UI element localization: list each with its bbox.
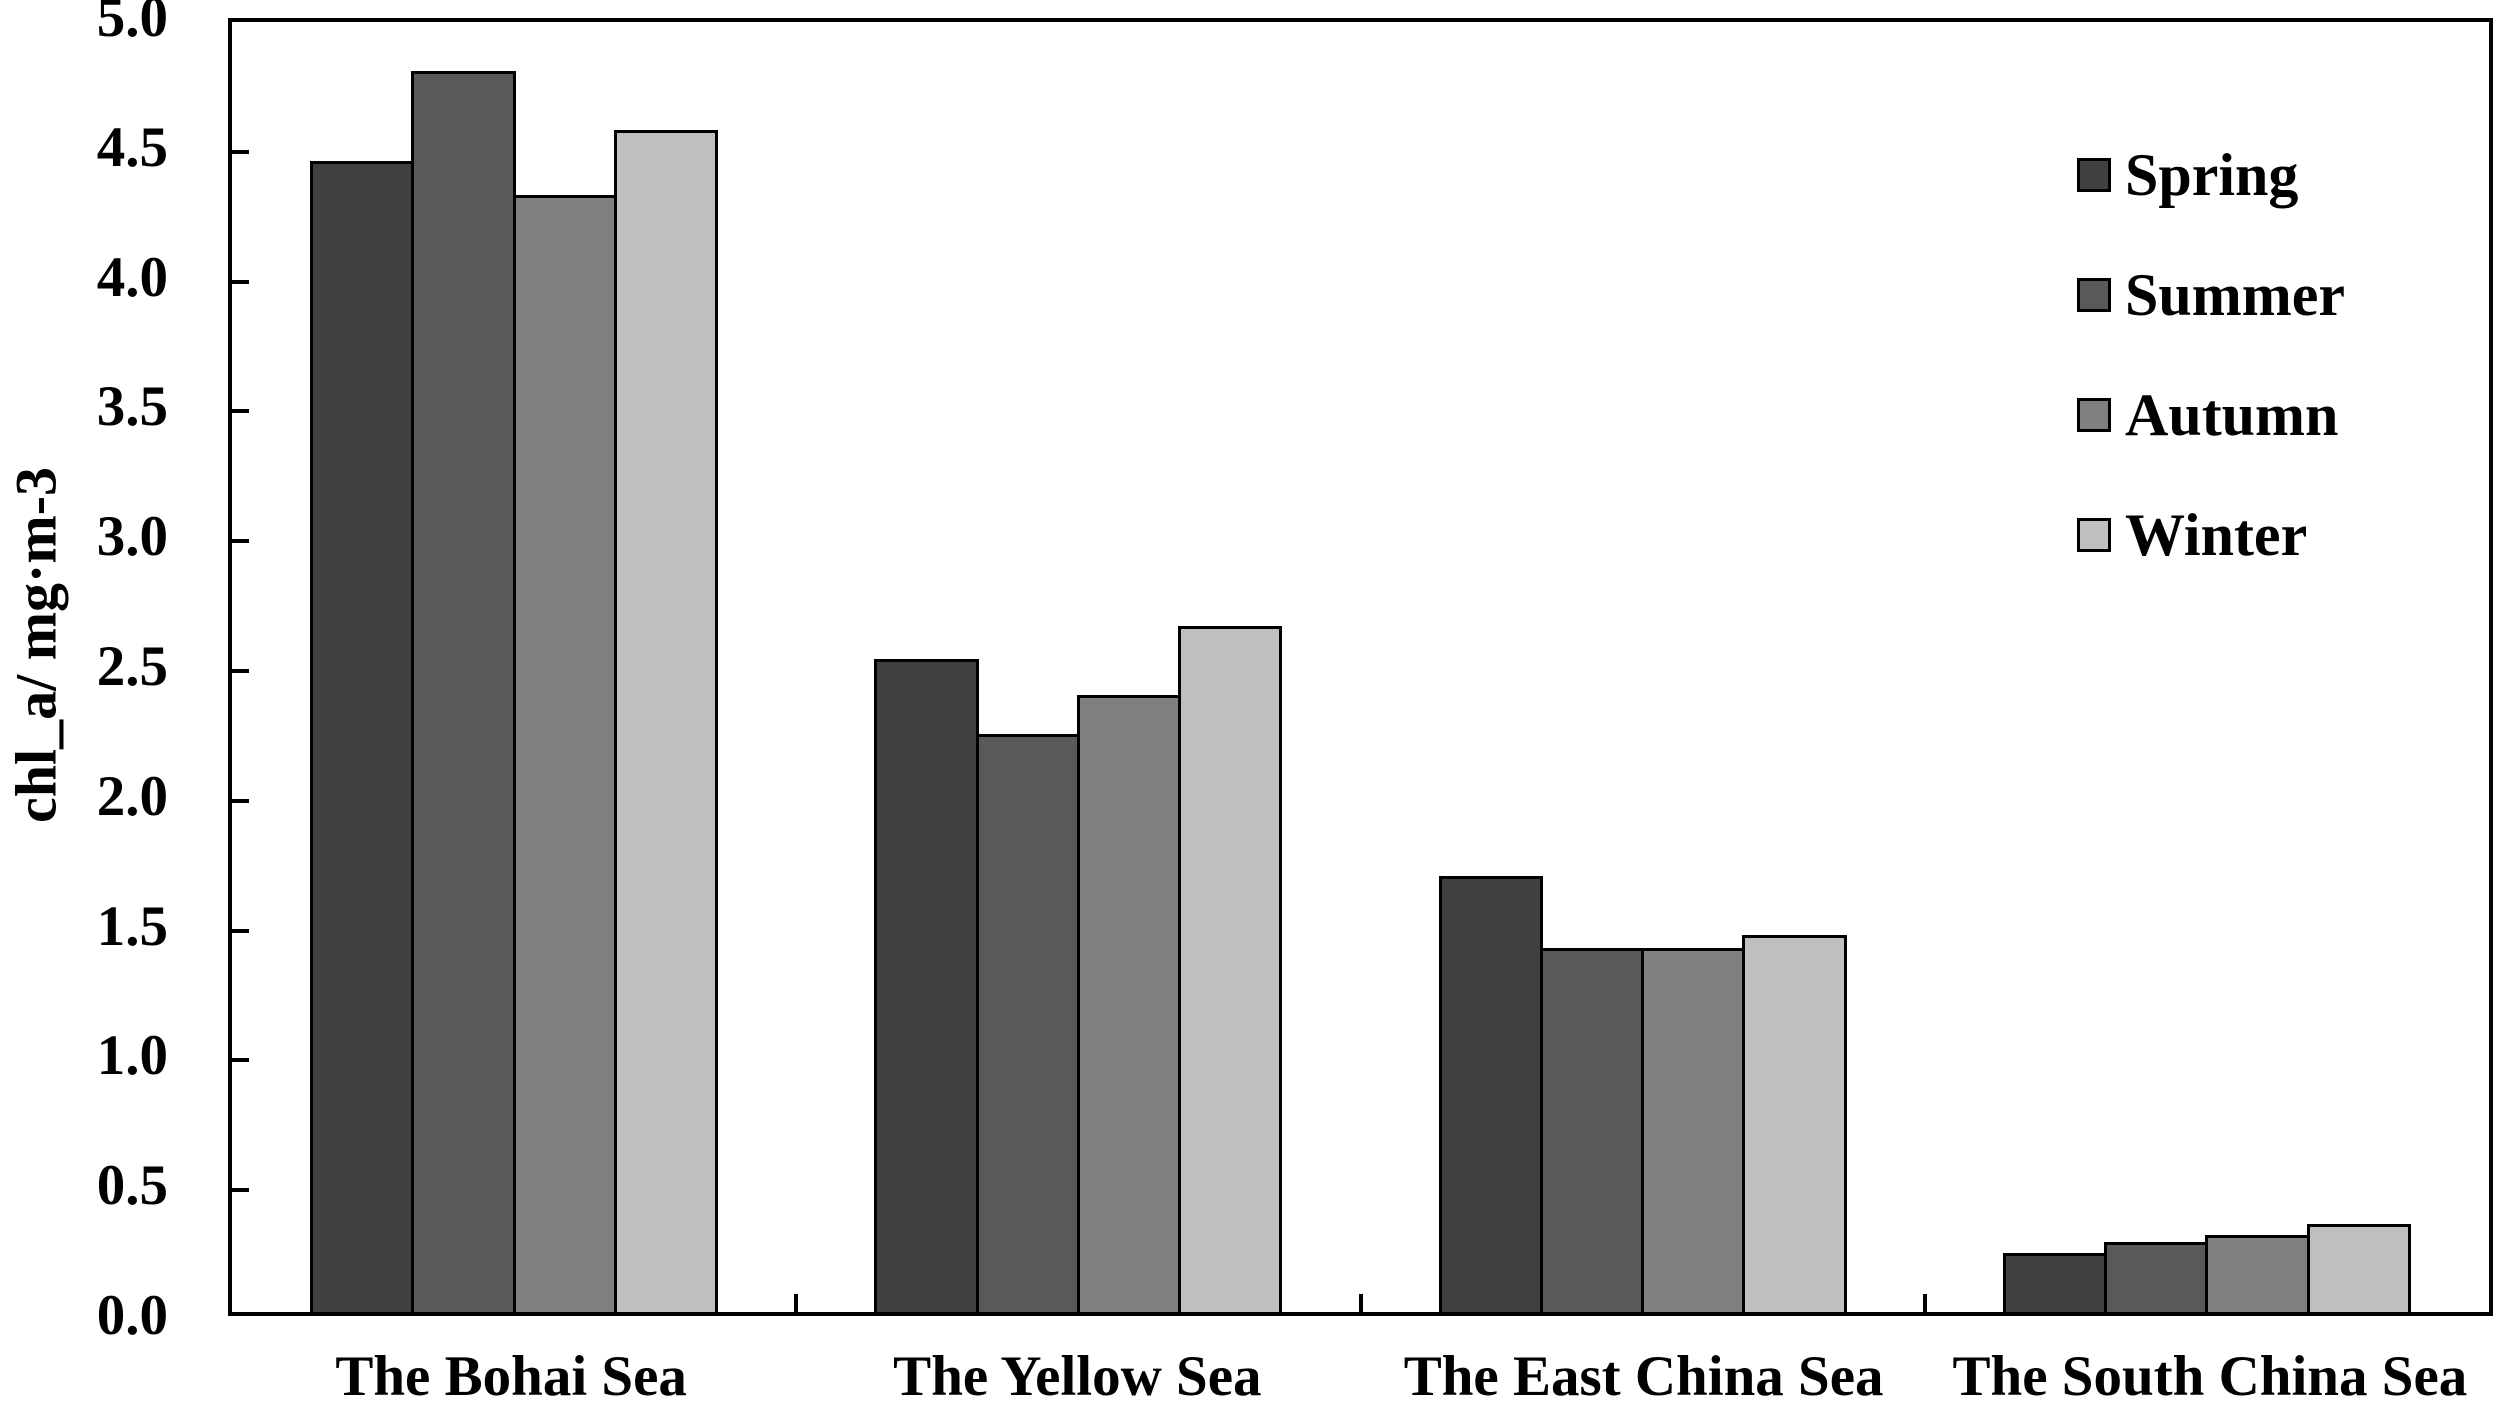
- y-tick-mark: [232, 798, 249, 803]
- bar-autumn-1: [512, 194, 617, 1312]
- legend-item-summer: Summer: [2077, 265, 2345, 325]
- bar-winter-2: [1178, 625, 1283, 1312]
- bar-group-the-south-china-sea: [1925, 22, 2489, 1312]
- y-tick-label-2.5: 2.5: [96, 635, 168, 698]
- legend-label-autumn: Autumn: [2125, 382, 2339, 448]
- y-tick-mark: [232, 539, 249, 544]
- legend-label-winter: Winter: [2125, 502, 2308, 568]
- legend-label-spring: Spring: [2125, 142, 2299, 208]
- plot-area: Spring Summer Autumn Winter: [228, 18, 2493, 1316]
- y-tick-label-3.0: 3.0: [96, 505, 168, 569]
- bar-spring-1: [310, 161, 415, 1312]
- bar-summer-3: [1539, 948, 1645, 1312]
- bar-group-the-bohai-sea: [232, 22, 796, 1312]
- bar-groups: [232, 22, 2489, 1312]
- legend-swatch-spring: [2077, 158, 2111, 192]
- legend-item-autumn: Autumn: [2077, 385, 2345, 445]
- bar-summer-1: [411, 71, 516, 1312]
- legend-item-spring: Spring: [2077, 145, 2345, 205]
- x-category-label-4: The South China Sea: [1952, 1345, 2468, 1408]
- legend-label-summer: Summer: [2125, 262, 2345, 328]
- y-tick-label-1.5: 1.5: [96, 894, 168, 958]
- bar-group-the-yellow-sea: [796, 22, 1360, 1312]
- bar-autumn-2: [1076, 695, 1182, 1312]
- y-tick-label-4.0: 4.0: [96, 245, 168, 309]
- bar-winter-3: [1742, 935, 1847, 1312]
- y-tick-label-0.5: 0.5: [96, 1154, 168, 1218]
- x-tick-mark: [794, 1294, 799, 1312]
- legend-item-winter: Winter: [2077, 505, 2345, 565]
- y-tick-label-5.0: 5.0: [96, 0, 168, 49]
- y-tick-mark: [232, 149, 249, 154]
- x-category-label-3: The East China Sea: [1403, 1345, 1884, 1408]
- bar-spring-2: [874, 659, 979, 1312]
- y-tick-mark: [232, 279, 249, 284]
- x-tick-mark: [1922, 1294, 1927, 1312]
- x-category-label-1: The Bohai Sea: [335, 1345, 687, 1408]
- legend-swatch-summer: [2077, 278, 2111, 312]
- legend-swatch-autumn: [2077, 398, 2111, 432]
- legend-swatch-winter: [2077, 518, 2111, 552]
- y-tick-label-3.5: 3.5: [96, 375, 168, 439]
- bar-spring-3: [1438, 875, 1543, 1312]
- bar-winter-4: [2306, 1224, 2411, 1312]
- y-tick-mark: [232, 669, 249, 673]
- y-tick-label-2.0: 2.0: [96, 764, 168, 828]
- y-tick-label-1.0: 1.0: [96, 1024, 168, 1088]
- bar-spring-4: [2002, 1252, 2108, 1312]
- y-tick-label-4.5: 4.5: [96, 115, 168, 179]
- y-tick-mark: [232, 928, 249, 933]
- x-category-label-2: The Yellow Sea: [893, 1345, 1262, 1408]
- bar-autumn-3: [1641, 948, 1746, 1312]
- y-tick-label-0.0: 0.0: [96, 1284, 168, 1347]
- bar-autumn-4: [2205, 1234, 2310, 1312]
- y-tick-mark: [232, 1058, 249, 1063]
- bar-winter-1: [613, 130, 719, 1312]
- bar-group-the-east-china-sea: [1361, 22, 1925, 1312]
- y-tick-mark: [232, 1188, 249, 1193]
- y-tick-mark: [232, 409, 249, 414]
- legend: Spring Summer Autumn Winter: [2077, 145, 2345, 565]
- bar-summer-4: [2104, 1242, 2209, 1312]
- x-tick-mark: [1358, 1294, 1363, 1312]
- bar-summer-2: [975, 734, 1080, 1312]
